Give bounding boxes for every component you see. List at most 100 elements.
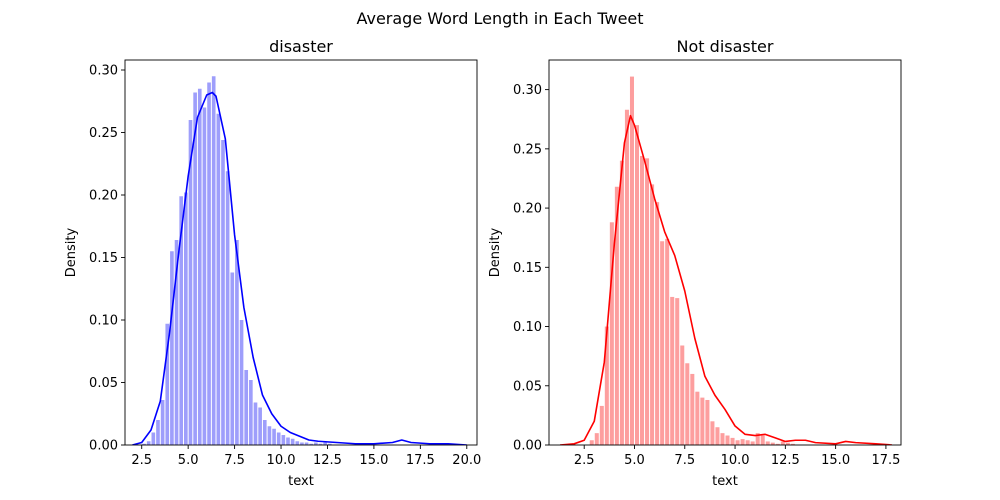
histogram-bar (685, 363, 690, 445)
histogram-bar (295, 441, 300, 445)
histogram-bar (300, 442, 304, 445)
histogram-bar (318, 443, 323, 445)
histogram-bar (314, 442, 318, 445)
panel-disaster: 2.5 5.0 7.5 10.0 12.5 15.0 17.5 20.0 0.00 0.05 0.1… (64, 37, 481, 489)
histogram-bar (258, 407, 262, 445)
y-tick-label: 0.00 (513, 439, 542, 454)
x-tick-label: 12.5 (313, 453, 342, 468)
histogram-bar (188, 120, 193, 445)
histogram-bar (675, 298, 680, 445)
x-tick-label: 20.0 (452, 453, 481, 468)
y-axis-label: Density (488, 227, 503, 277)
plot-area (559, 76, 893, 445)
x-tick-label: 2.5 (131, 453, 152, 468)
x-tick-label: 7.5 (224, 453, 245, 468)
x-tick-label: 5.0 (624, 453, 645, 468)
histogram-bar (230, 272, 235, 445)
histogram-bar (262, 420, 267, 445)
y-tick-label: 0.20 (513, 202, 542, 217)
y-tick-label: 0.30 (513, 83, 542, 98)
plot-area (132, 76, 467, 445)
histogram-bar (225, 171, 230, 445)
panel-title: Not disaster (677, 37, 774, 56)
panel-title: disaster (269, 37, 333, 56)
axes-frame (124, 59, 478, 446)
x-axis-label: text (712, 474, 738, 489)
histogram-bar (655, 202, 660, 445)
histogram-bar (211, 76, 216, 445)
histogram-bar (160, 400, 165, 445)
histogram-bar (785, 442, 790, 445)
histogram-bar (216, 113, 221, 445)
histogram-bar (184, 192, 188, 445)
y-tick-label: 0.05 (513, 379, 542, 394)
histogram-bar (790, 443, 795, 445)
histogram-bar (695, 391, 700, 445)
histogram-bar (715, 427, 720, 445)
histogram-bar (770, 442, 775, 445)
histogram-bar (253, 402, 258, 445)
histogram-bar (599, 405, 604, 445)
histogram-bar (604, 326, 609, 445)
histogram-bar (174, 240, 179, 445)
y-tick-label: 0.25 (89, 126, 118, 141)
histogram-bar (286, 437, 290, 445)
histogram-bar (710, 421, 715, 445)
histogram-bar (165, 323, 170, 445)
histogram-bar (235, 240, 239, 445)
y-tick-label: 0.00 (89, 439, 118, 454)
histogram-bar (281, 435, 286, 445)
histogram-bar (614, 186, 619, 445)
axes-frame (548, 59, 902, 446)
histogram-bar (327, 443, 332, 445)
histogram-bar (780, 441, 785, 445)
y-tick-label: 0.30 (89, 64, 118, 79)
histogram-bar (629, 76, 634, 445)
histogram-bar (690, 373, 695, 445)
histogram-bar (239, 320, 244, 445)
histogram-bar (645, 158, 650, 445)
y-axis-label: Density (64, 227, 79, 277)
histogram-bar (193, 92, 197, 445)
histogram-bar (745, 440, 750, 445)
histogram-bar (720, 433, 725, 445)
histogram-bar (735, 440, 740, 445)
x-tick-label: 17.5 (871, 453, 900, 468)
histogram-bar (267, 426, 272, 445)
histogram-bar (202, 107, 207, 445)
histogram-bar (244, 370, 249, 445)
x-tick-label: 10.0 (721, 453, 750, 468)
y-tick-label: 0.15 (513, 261, 542, 276)
x-tick-label: 7.5 (674, 453, 695, 468)
x-tick-label: 2.5 (574, 453, 595, 468)
y-tick-label: 0.10 (513, 320, 542, 335)
histogram-bar (624, 109, 629, 445)
histogram-bar (740, 439, 745, 445)
histogram-bar (142, 443, 146, 445)
x-tick-label: 15.0 (821, 453, 850, 468)
histogram-bar (179, 196, 184, 445)
histogram-bar (156, 420, 160, 445)
histogram-bar (775, 443, 780, 445)
histogram-bar (670, 296, 675, 445)
y-tick-label: 0.20 (89, 189, 118, 204)
histogram-bar (609, 222, 614, 445)
histogram-bar (323, 442, 327, 445)
histogram-bar (700, 397, 705, 445)
x-tick-label: 10.0 (267, 453, 296, 468)
histogram-bar (170, 251, 174, 445)
histogram-bar (249, 380, 253, 445)
histogram-bar (650, 184, 655, 445)
histogram-bar (594, 433, 599, 445)
x-tick-label: 5.0 (178, 453, 199, 468)
histogram-bar (197, 88, 202, 445)
histogram-bar (680, 345, 685, 445)
histogram-bar (207, 82, 211, 445)
histogram-bar (660, 241, 665, 445)
x-tick-label: 12.5 (771, 453, 800, 468)
y-tick-label: 0.05 (89, 376, 118, 391)
histogram-bar (309, 443, 314, 445)
histogram-bar (290, 438, 295, 445)
y-tick-label: 0.25 (513, 142, 542, 157)
